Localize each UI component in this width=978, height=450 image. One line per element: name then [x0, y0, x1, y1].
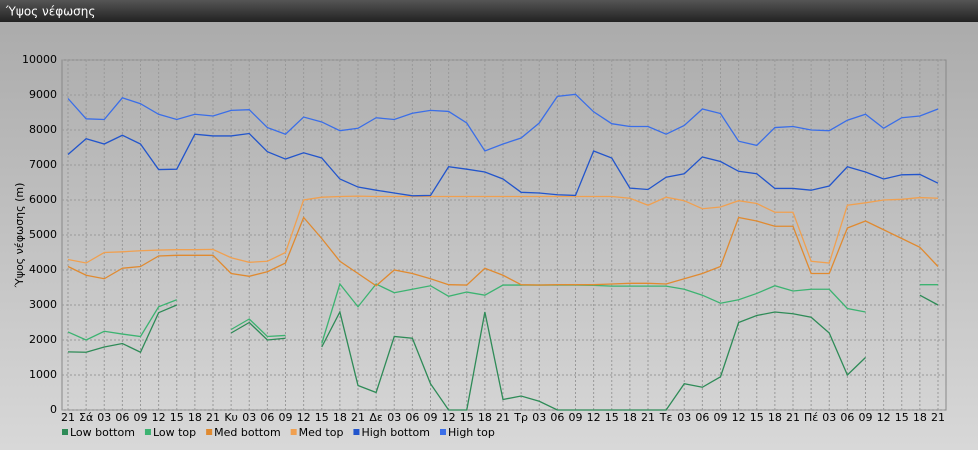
series-line [67, 132, 939, 197]
y-tick-label: 3000 [29, 298, 57, 311]
x-tick-label: 06 [260, 411, 274, 424]
legend-swatch [206, 429, 213, 435]
x-tick-label: 12 [732, 411, 746, 424]
legend-label: Med top [299, 426, 344, 439]
y-axis-label: Ύψος νέφωσης (m) [13, 183, 26, 289]
legend-swatch [62, 429, 68, 435]
series-line [67, 216, 939, 287]
x-tick-label: 21 [641, 411, 655, 424]
x-tick-label: 09 [859, 411, 873, 424]
x-tick-label: 03 [387, 411, 401, 424]
legend-label: Med bottom [214, 426, 281, 439]
x-tick-label: 06 [695, 411, 709, 424]
x-tick-label: 21 [206, 411, 220, 424]
x-tick-label: 18 [188, 411, 202, 424]
x-tick-label: 18 [333, 411, 347, 424]
x-tick-label: 12 [877, 411, 891, 424]
x-tick-label: 21 [351, 411, 365, 424]
x-tick-label: 21 [786, 411, 800, 424]
x-tick-label: 12 [152, 411, 166, 424]
x-tick-label: 09 [714, 411, 728, 424]
legend-label: High bottom [361, 426, 430, 439]
y-tick-label: 1000 [29, 368, 57, 381]
x-tick-label: Δε [369, 411, 383, 424]
x-tick-label: 06 [405, 411, 419, 424]
x-tick-label: Κυ [224, 411, 238, 424]
x-tick-label: 09 [134, 411, 148, 424]
x-tick-label: 18 [768, 411, 782, 424]
x-tick-label: 12 [587, 411, 601, 424]
y-tick-label: 0 [50, 403, 57, 416]
x-tick-label: Σά [79, 411, 93, 424]
series-line [67, 93, 939, 152]
x-tick-label: 21 [61, 411, 75, 424]
y-tick-label: 2000 [29, 333, 57, 346]
x-tick-label: 09 [424, 411, 438, 424]
x-tick-label: 06 [115, 411, 129, 424]
series-line [67, 282, 938, 344]
x-tick-label: 15 [895, 411, 909, 424]
x-tick-label: 03 [677, 411, 691, 424]
y-tick-label: 4000 [29, 263, 57, 276]
y-tick-label: 8000 [29, 123, 57, 136]
title-bar [0, 0, 978, 22]
x-tick-label: 15 [315, 411, 329, 424]
x-tick-label: 15 [460, 411, 474, 424]
x-tick-label: Τρ [513, 411, 528, 424]
x-tick-label: Τε [659, 411, 673, 424]
x-tick-label: 21 [496, 411, 510, 424]
x-tick-label: 03 [822, 411, 836, 424]
x-tick-label: 06 [840, 411, 854, 424]
x-tick-label: 06 [550, 411, 564, 424]
x-tick-label: 18 [913, 411, 927, 424]
x-tick-label: 09 [569, 411, 583, 424]
y-tick-label: 10000 [22, 53, 57, 66]
legend-swatch [144, 429, 151, 435]
x-tick-label: 09 [279, 411, 293, 424]
y-tick-label: 6000 [29, 193, 57, 206]
x-tick-label: 03 [532, 411, 546, 424]
legend-label: High top [448, 426, 495, 439]
series-line [67, 294, 939, 411]
x-tick-label: 21 [931, 411, 945, 424]
x-tick-label: Πέ [804, 411, 818, 424]
series-line [67, 195, 939, 264]
x-tick-label: 03 [97, 411, 111, 424]
x-tick-label: 18 [478, 411, 492, 424]
x-tick-label: 12 [442, 411, 456, 424]
x-tick-label: 15 [750, 411, 764, 424]
y-tick-label: 5000 [29, 228, 57, 241]
chart-title: Ύψος νέφωσης [5, 5, 95, 19]
y-tick-label: 7000 [29, 158, 57, 171]
x-tick-label: 12 [297, 411, 311, 424]
x-tick-label: 15 [170, 411, 184, 424]
legend-swatch [440, 429, 446, 435]
y-tick-label: 9000 [29, 88, 57, 101]
legend-swatch [353, 429, 360, 435]
x-tick-label: 03 [242, 411, 256, 424]
x-tick-label: 15 [605, 411, 619, 424]
legend-label: Low top [153, 426, 196, 439]
x-tick-label: 18 [623, 411, 637, 424]
legend-swatch [290, 429, 297, 435]
legend-label: Low bottom [70, 426, 135, 439]
